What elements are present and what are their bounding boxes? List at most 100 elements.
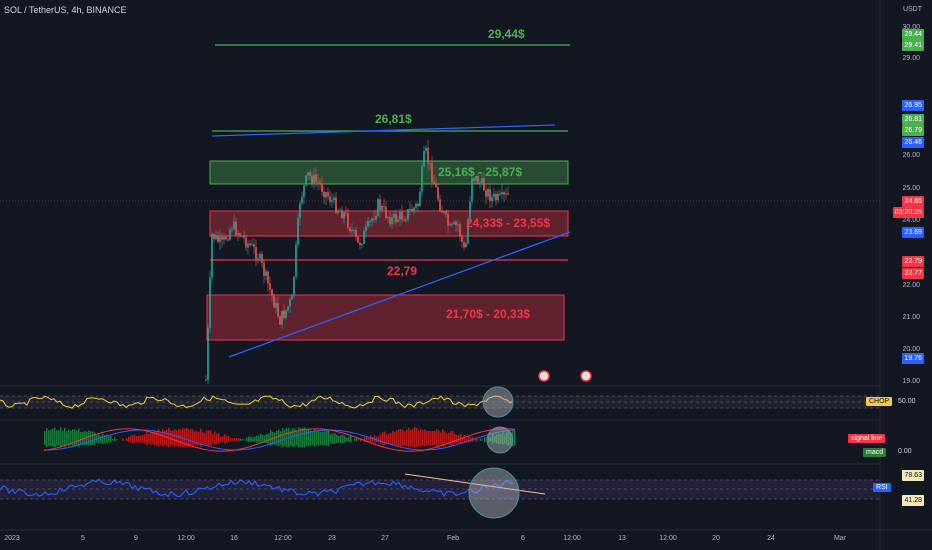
candle-body bbox=[403, 219, 405, 221]
macd-bar bbox=[264, 435, 266, 443]
candle-body bbox=[247, 243, 249, 248]
symbol-title[interactable]: SOL / TetherUS, 4h, BINANCE bbox=[4, 5, 127, 15]
price-badge: 29.44 bbox=[902, 29, 924, 40]
candle-body bbox=[501, 192, 503, 195]
macd-bar bbox=[488, 436, 490, 443]
candle-body bbox=[447, 213, 449, 226]
candle-body bbox=[291, 294, 293, 300]
macd-bar bbox=[80, 431, 82, 445]
macd-bar bbox=[322, 431, 324, 445]
rsi-band bbox=[0, 480, 880, 499]
candle-body bbox=[251, 244, 253, 246]
macd-bar bbox=[66, 430, 68, 446]
macd-bar bbox=[508, 430, 510, 446]
candle-body bbox=[361, 243, 363, 245]
candle-body bbox=[459, 224, 461, 236]
candle-body bbox=[233, 221, 235, 229]
highlight-circle bbox=[482, 386, 514, 418]
macd-bar bbox=[216, 433, 218, 444]
macd-bar bbox=[242, 439, 244, 441]
macd-bar bbox=[58, 430, 60, 446]
macd-bar bbox=[358, 439, 360, 441]
candle-body bbox=[413, 207, 415, 212]
candle-body bbox=[293, 276, 295, 295]
macd-bar bbox=[102, 433, 104, 444]
macd-bar bbox=[176, 430, 178, 446]
upper-trendline[interactable] bbox=[211, 124, 556, 137]
lower-trendline[interactable] bbox=[228, 231, 571, 358]
candle-body bbox=[255, 247, 257, 260]
candle-body bbox=[487, 189, 489, 197]
candle-body bbox=[289, 299, 291, 307]
candle-body bbox=[417, 203, 419, 206]
macd-bar bbox=[514, 430, 516, 446]
candle-body bbox=[215, 235, 217, 240]
candle-body bbox=[295, 244, 297, 277]
candle-body bbox=[443, 211, 445, 213]
macd-bar bbox=[52, 428, 54, 447]
macd-bar bbox=[160, 431, 162, 445]
us-flag-event-icon[interactable] bbox=[580, 370, 592, 382]
macd-bar bbox=[412, 428, 414, 447]
price-tick: 30.00 bbox=[902, 24, 920, 31]
macd-bar bbox=[246, 437, 248, 442]
macd-bar bbox=[306, 429, 308, 447]
signal-line-label[interactable]: signal line bbox=[848, 434, 886, 443]
red-zone-upper-label: 24,33$ - 23,55$ bbox=[466, 216, 551, 230]
macd-bar bbox=[142, 434, 144, 444]
macd-bar bbox=[106, 434, 108, 444]
macd-bar bbox=[384, 431, 386, 446]
macd-bar bbox=[464, 435, 466, 443]
macd-bar bbox=[132, 434, 134, 444]
candle-body bbox=[375, 215, 377, 220]
macd-bar bbox=[490, 437, 492, 442]
macd-bar bbox=[436, 429, 438, 447]
date-tick: 27 bbox=[381, 535, 389, 542]
date-tick: 16 bbox=[230, 535, 238, 542]
macd-bar bbox=[364, 436, 366, 442]
red-zone-upper[interactable] bbox=[209, 210, 569, 237]
rsi-line bbox=[0, 478, 514, 498]
macd-bar bbox=[220, 436, 222, 443]
macd-bar bbox=[382, 431, 384, 445]
candle-body bbox=[445, 211, 447, 214]
us-flag-event-icon[interactable] bbox=[538, 370, 550, 382]
macd-bar bbox=[340, 435, 342, 443]
candle-body bbox=[389, 216, 391, 225]
macd-bar bbox=[444, 431, 446, 446]
macd-bar bbox=[294, 428, 296, 447]
candle-body bbox=[483, 178, 485, 191]
candle-body bbox=[455, 222, 457, 226]
price-badge: 23.69 bbox=[902, 227, 924, 238]
candlestick-series bbox=[205, 140, 509, 384]
candle-body bbox=[219, 236, 221, 242]
date-axis[interactable]: 2023 5 9 12:00 16 12:00 23 27 Feb 6 12:0… bbox=[0, 532, 932, 550]
candle-body bbox=[371, 218, 373, 222]
candle-body bbox=[429, 163, 431, 165]
candle-body bbox=[235, 221, 237, 235]
candle-body bbox=[333, 197, 335, 201]
candle-body bbox=[303, 185, 305, 197]
candle-body bbox=[385, 206, 387, 218]
macd-bar bbox=[60, 427, 62, 448]
candle-body bbox=[321, 183, 323, 192]
candle-body bbox=[259, 254, 261, 259]
rsi-divergence-line[interactable] bbox=[404, 473, 546, 495]
candle-body bbox=[211, 233, 213, 278]
candle-body bbox=[439, 199, 441, 212]
macd-bar bbox=[366, 436, 368, 442]
macd-bar bbox=[376, 436, 378, 442]
red-zone-lower[interactable] bbox=[206, 294, 565, 341]
price-badge: 22.79 bbox=[902, 256, 924, 267]
macd-bar bbox=[228, 436, 230, 443]
macd-bar bbox=[510, 431, 512, 445]
macd-bar bbox=[354, 438, 356, 442]
macd-label[interactable]: macd bbox=[863, 448, 887, 457]
macd-bar bbox=[256, 435, 258, 443]
candle-body bbox=[457, 224, 459, 226]
chop-label[interactable]: CHOP bbox=[866, 397, 893, 406]
rsi-label[interactable]: RSI bbox=[873, 483, 891, 492]
candle-body bbox=[249, 243, 251, 246]
macd-bar bbox=[226, 435, 228, 443]
